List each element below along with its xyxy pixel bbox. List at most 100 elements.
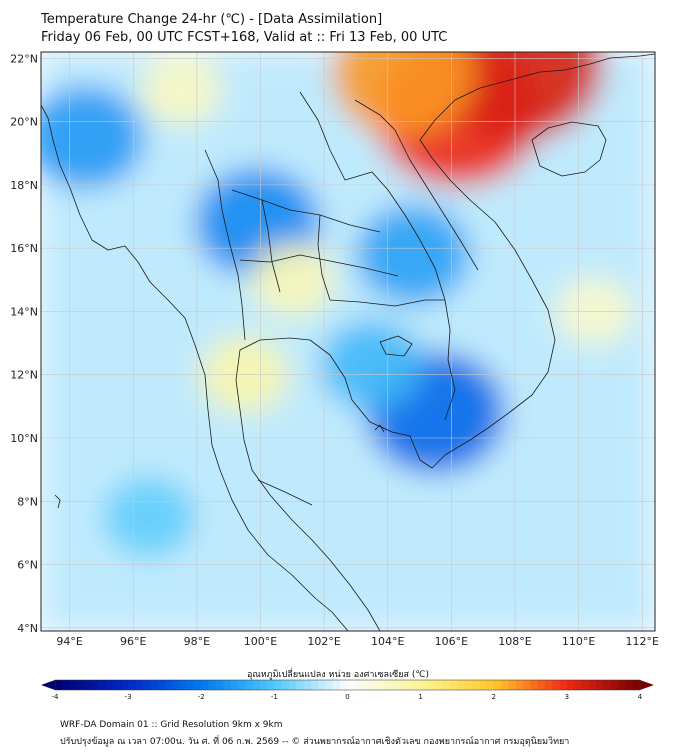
colorbar-bin	[376, 680, 385, 690]
colorbar-bin	[150, 680, 158, 690]
lon-label: 104°E	[371, 635, 404, 648]
colorbar-bin	[318, 680, 326, 690]
colorbar-bin	[596, 680, 604, 690]
temperature-map: 94°E 96°E 98°E 100°E 102°E 104°E 106°E 108°E 110…	[10, 51, 659, 648]
lon-label: 98°E	[184, 635, 210, 648]
colorbar-bin	[610, 680, 619, 690]
colorbar-max-extend	[640, 680, 654, 690]
colorbar-bin	[237, 680, 246, 690]
colorbar-bin	[215, 680, 224, 690]
thai-cambodia-border	[329, 299, 445, 307]
internal-provinces-3	[261, 199, 281, 293]
colorbar-bin	[106, 680, 114, 690]
internal-provinces-4	[317, 214, 331, 301]
colorbar-bin	[413, 680, 422, 690]
colorbar-bin	[223, 680, 231, 690]
hainan-island	[531, 121, 607, 177]
lon-label: 96°E	[120, 635, 146, 648]
colorbar-bin	[435, 680, 443, 690]
colorbar-bin	[471, 680, 480, 690]
warm-anomaly	[332, 52, 476, 137]
colorbar-bin	[632, 680, 641, 690]
lat-label: 8°N	[17, 495, 38, 508]
lat-label: 6°N	[17, 559, 38, 572]
lake-tonle-sap	[379, 335, 413, 357]
colorbar-bin	[537, 680, 546, 690]
lat-label: 20°N	[10, 116, 38, 129]
colorbar-bin	[332, 680, 341, 690]
colorbar-bin	[340, 680, 348, 690]
colorbar-bin	[84, 680, 92, 690]
colorbar-bin	[193, 680, 202, 690]
colorbar-bin	[303, 680, 312, 690]
colorbar-bin	[479, 680, 487, 690]
cold-anomaly	[102, 476, 196, 558]
colorbar-bin	[362, 680, 370, 690]
lat-label: 22°N	[10, 52, 38, 65]
footer-credit: ปรับปรุงข้อมูล ณ เวลา 07:00น. วัน ศ. ที่…	[60, 737, 570, 747]
longitude-labels: 94°E 96°E 98°E 100°E 102°E 104°E 106°E 108°E 110…	[56, 635, 659, 648]
cold-anomaly	[356, 204, 471, 305]
colorbar-bin	[442, 680, 451, 690]
colorbar-bin	[310, 680, 319, 690]
phu-quoc	[374, 424, 385, 433]
colorbar-tick-label: 4	[638, 693, 643, 701]
temperature-field	[41, 52, 655, 631]
lat-label: 4°N	[17, 622, 38, 635]
thai-laos-border	[299, 91, 446, 301]
internal-provinces-2	[239, 254, 399, 277]
myanmar-thai-border	[204, 149, 246, 341]
colorbar-bin	[384, 680, 392, 690]
map-subtitle: Friday 06 Feb, 00 UTC FCST+168, Valid at…	[41, 30, 448, 45]
mainland-coastline	[41, 104, 349, 631]
colorbar-tick-label: -3	[125, 693, 132, 701]
colorbar-bin	[179, 680, 188, 690]
internal-provinces-1	[231, 189, 381, 233]
colorbar-bin	[486, 680, 495, 690]
laos-vietnam-border	[354, 99, 479, 271]
colorbar: -4 -3 -2 -1 0 1 2 3 4	[41, 679, 654, 701]
colorbar-bin	[281, 680, 290, 690]
malaysia-thai-border	[257, 479, 313, 506]
colorbar-bin	[544, 680, 553, 690]
colorbar-bin	[274, 680, 283, 690]
colorbar-bin	[259, 680, 268, 690]
colorbar-tick-label: 1	[418, 693, 422, 701]
peninsula-east-coast	[235, 53, 655, 631]
colorbar-tick-label: 2	[492, 693, 496, 701]
colorbar-bin	[113, 680, 122, 690]
colorbar-bin	[449, 680, 458, 690]
colorbar-title: อุณหภูมิเปลี่ยนแปลง หน่วย องศาเซลเซียส (…	[246, 670, 430, 680]
footer-model-info: WRF-DA Domain 01 :: Grid Resolution 9km …	[60, 720, 283, 730]
colorbar-bin	[135, 680, 144, 690]
warm-anomaly	[140, 54, 222, 126]
lat-label: 18°N	[10, 179, 38, 192]
lon-label: 94°E	[56, 635, 82, 648]
lat-label: 10°N	[10, 432, 38, 445]
cambodia-vietnam-border	[444, 299, 456, 421]
colorbar-bin	[230, 680, 239, 690]
colorbar-tick-label: -1	[271, 693, 278, 701]
colorbar-bin	[120, 680, 129, 690]
colorbar-bin	[267, 680, 275, 690]
plot-frame	[40, 51, 656, 632]
lat-label: 12°N	[10, 369, 38, 382]
colorbar-bin	[420, 680, 429, 690]
colorbar-bin	[427, 680, 436, 690]
colorbar-bin	[530, 680, 539, 690]
lon-label: 110°E	[562, 635, 595, 648]
colorbar-tick-label: 3	[565, 693, 569, 701]
colorbar-bin	[406, 680, 414, 690]
colorbar-bin	[289, 680, 297, 690]
graticule	[41, 52, 655, 631]
lon-label: 106°E	[435, 635, 468, 648]
colorbar-tick-label: -2	[198, 693, 205, 701]
colorbar-bin	[523, 680, 531, 690]
lat-label: 14°N	[10, 305, 38, 318]
colorbar-bin	[574, 680, 582, 690]
colorbar-bin	[588, 680, 597, 690]
colorbar-bin	[296, 680, 305, 690]
map-title: Temperature Change 24-hr (℃) - [Data Ass…	[41, 12, 383, 27]
warm-anomaly	[249, 242, 335, 318]
colorbar-bin	[515, 680, 524, 690]
